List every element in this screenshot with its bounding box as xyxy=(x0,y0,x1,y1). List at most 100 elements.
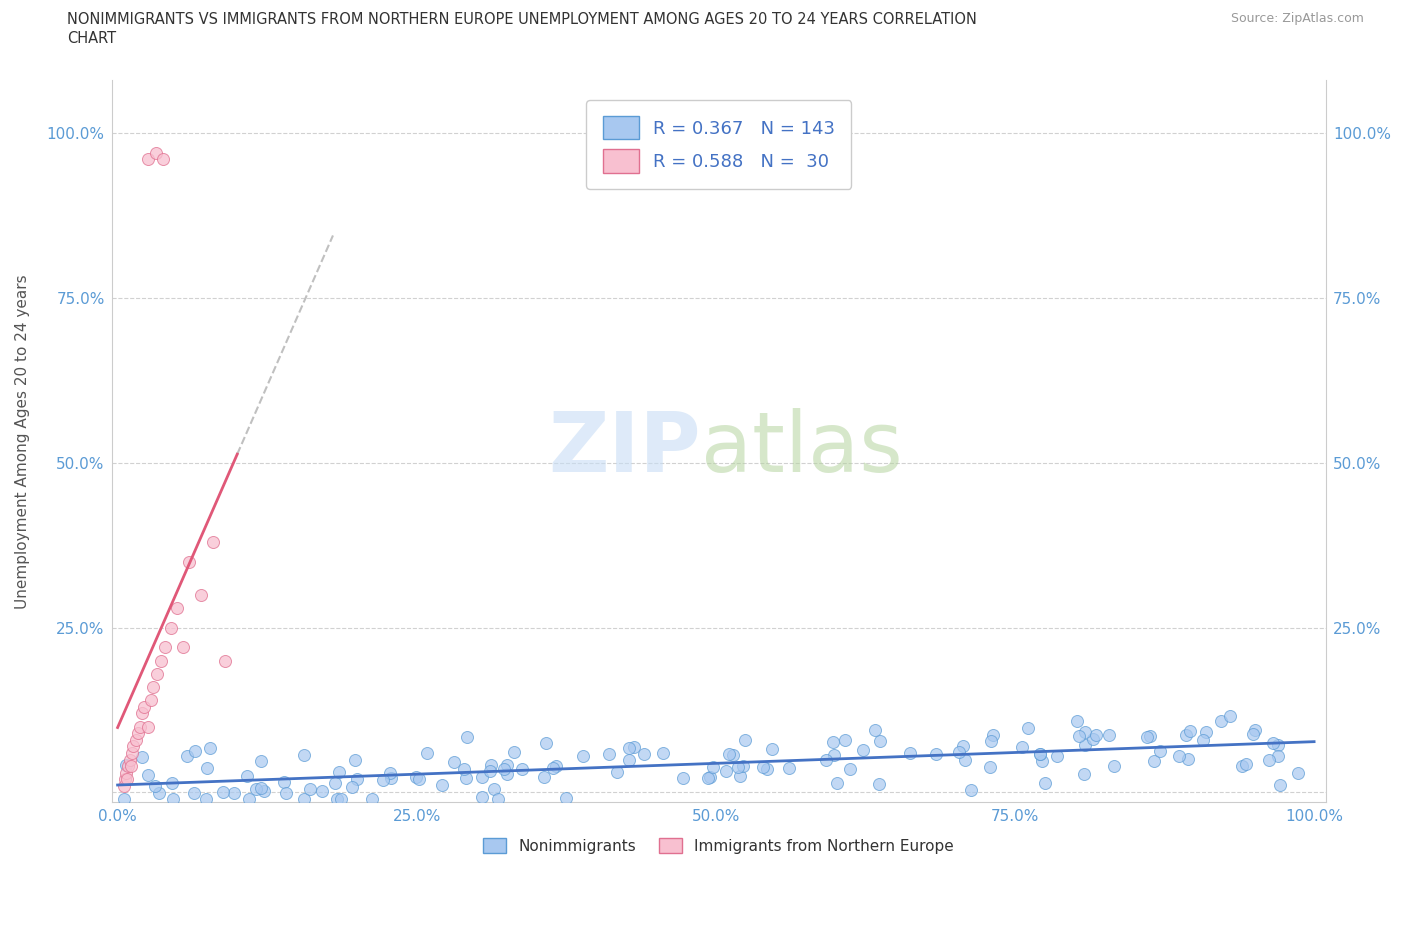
Point xyxy=(482,781,505,796)
Point xyxy=(1073,767,1095,782)
Point xyxy=(1267,749,1289,764)
Point xyxy=(249,754,271,769)
Point xyxy=(373,773,395,788)
Point xyxy=(1074,737,1097,752)
Point xyxy=(118,752,141,767)
Point xyxy=(734,732,756,747)
Point xyxy=(1011,739,1033,754)
Point xyxy=(112,791,135,806)
Point xyxy=(1046,749,1069,764)
Point xyxy=(115,757,138,772)
Point xyxy=(486,791,509,806)
Point xyxy=(166,601,188,616)
Text: ZIP: ZIP xyxy=(548,408,700,489)
Point xyxy=(838,761,860,776)
Point xyxy=(717,747,740,762)
Point xyxy=(146,666,169,681)
Point xyxy=(1017,721,1039,736)
Point xyxy=(1033,776,1056,790)
Point xyxy=(633,747,655,762)
Point xyxy=(142,680,165,695)
Point xyxy=(127,725,149,740)
Point xyxy=(721,748,744,763)
Point xyxy=(120,759,142,774)
Point xyxy=(273,775,295,790)
Point xyxy=(1085,728,1108,743)
Point xyxy=(898,745,921,760)
Point xyxy=(323,775,346,790)
Point xyxy=(544,758,567,773)
Point xyxy=(1031,753,1053,768)
Point xyxy=(454,770,477,785)
Point xyxy=(155,640,177,655)
Point xyxy=(778,761,800,776)
Point xyxy=(190,587,212,602)
Point xyxy=(416,746,439,761)
Point xyxy=(405,769,427,784)
Point xyxy=(443,755,465,770)
Point xyxy=(697,770,720,785)
Point xyxy=(925,747,948,762)
Point xyxy=(346,772,368,787)
Point xyxy=(478,764,501,779)
Point xyxy=(533,769,555,784)
Point xyxy=(728,768,751,783)
Point xyxy=(195,791,218,806)
Point xyxy=(160,620,183,635)
Point xyxy=(124,732,146,747)
Point xyxy=(1241,726,1264,741)
Point xyxy=(671,771,693,786)
Point xyxy=(702,760,724,775)
Point xyxy=(1209,713,1232,728)
Text: CHART: CHART xyxy=(67,31,117,46)
Point xyxy=(131,750,153,764)
Point xyxy=(1073,724,1095,739)
Point xyxy=(235,769,257,784)
Point xyxy=(1194,724,1216,739)
Point xyxy=(136,152,159,166)
Point xyxy=(456,729,478,744)
Point xyxy=(198,740,221,755)
Point xyxy=(1069,728,1091,743)
Point xyxy=(149,653,172,668)
Point xyxy=(238,791,260,806)
Point xyxy=(148,786,170,801)
Point xyxy=(145,145,167,160)
Point xyxy=(1177,751,1199,766)
Point xyxy=(494,762,516,777)
Point xyxy=(122,738,145,753)
Point xyxy=(340,779,363,794)
Point xyxy=(471,769,494,784)
Point xyxy=(825,775,848,790)
Point xyxy=(953,753,976,768)
Point xyxy=(714,764,737,778)
Point xyxy=(821,735,844,750)
Point xyxy=(1029,746,1052,761)
Point xyxy=(1066,713,1088,728)
Point xyxy=(299,781,322,796)
Point xyxy=(132,699,155,714)
Point xyxy=(115,772,138,787)
Point xyxy=(1083,731,1105,746)
Point xyxy=(114,772,136,787)
Point xyxy=(617,752,640,767)
Point xyxy=(731,759,754,774)
Point xyxy=(617,741,640,756)
Point xyxy=(1098,728,1121,743)
Point xyxy=(755,761,778,776)
Point xyxy=(311,784,333,799)
Point xyxy=(471,790,494,804)
Point xyxy=(112,778,135,793)
Point xyxy=(139,693,162,708)
Point xyxy=(1230,759,1253,774)
Point xyxy=(823,748,845,763)
Point xyxy=(117,759,139,774)
Point xyxy=(699,769,721,784)
Point xyxy=(1029,746,1052,761)
Point xyxy=(1234,756,1257,771)
Point xyxy=(502,744,524,759)
Point xyxy=(752,760,775,775)
Point xyxy=(328,764,350,779)
Point xyxy=(541,761,564,776)
Point xyxy=(214,653,236,668)
